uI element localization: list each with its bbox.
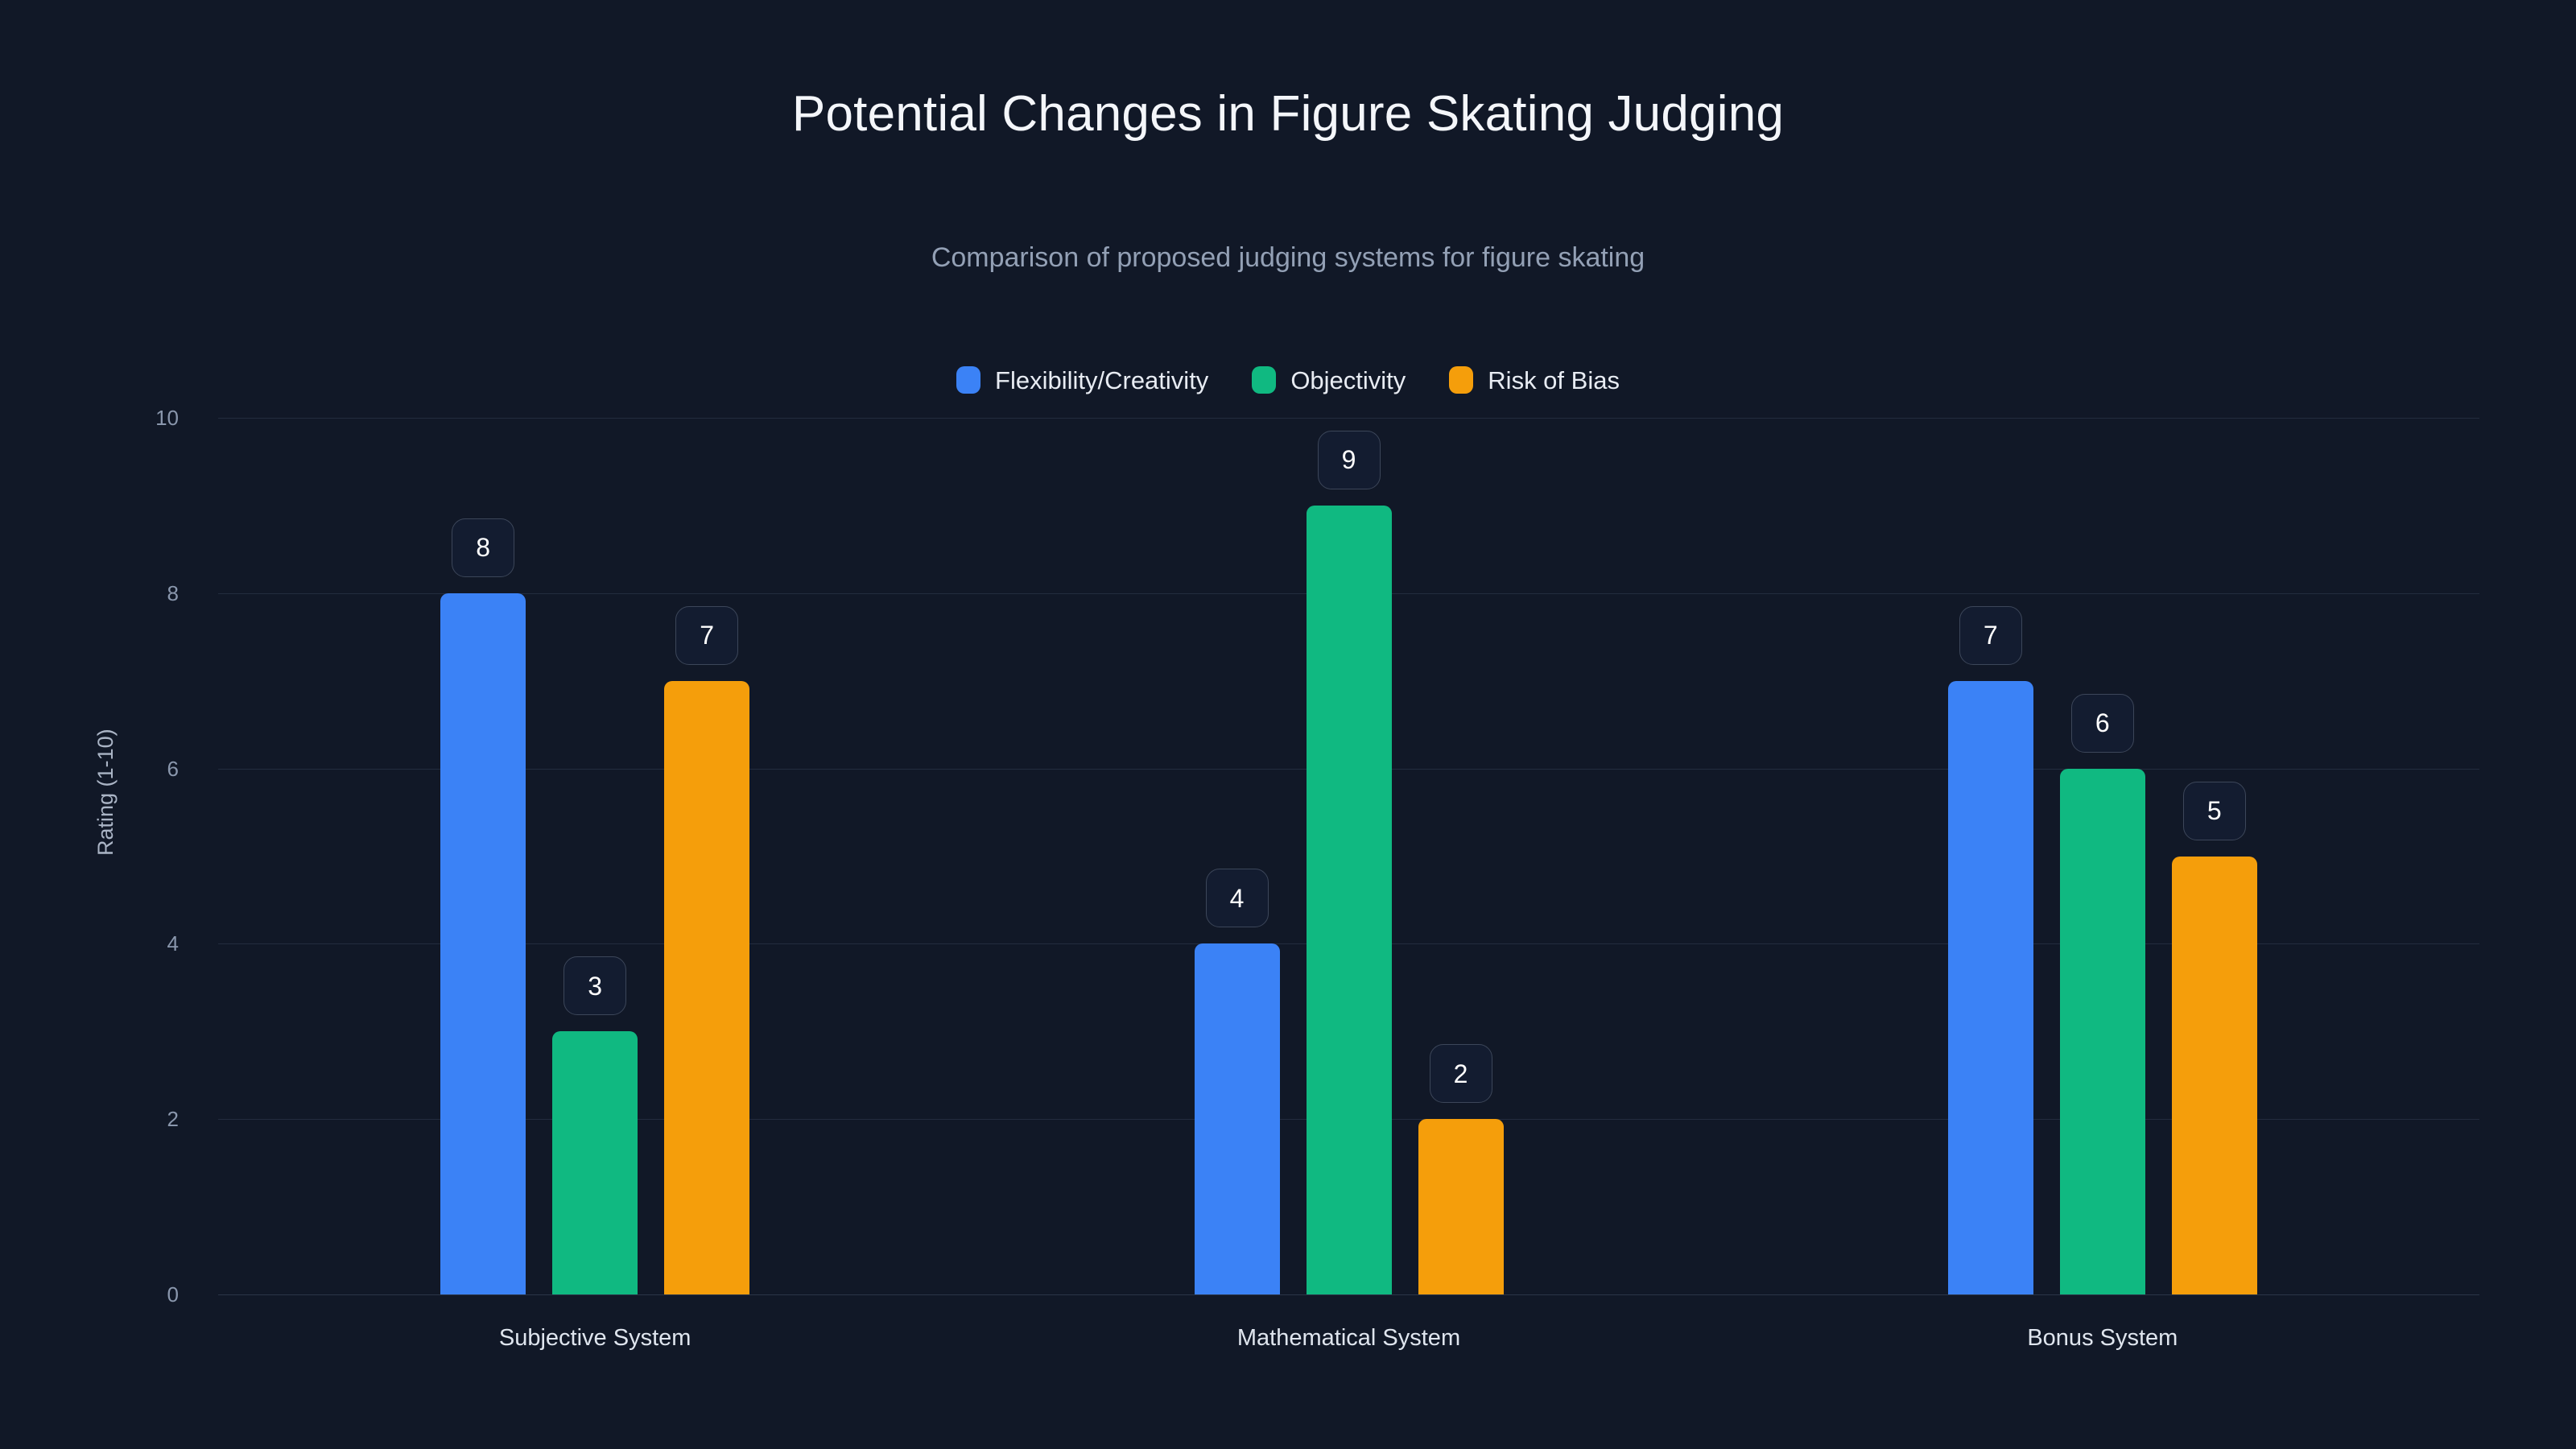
bar[interactable] xyxy=(2059,768,2145,1294)
y-axis-tick-label: 10 xyxy=(155,406,179,430)
y-axis-tick-label: 6 xyxy=(167,756,179,781)
chart-subtitle: Comparison of proposed judging systems f… xyxy=(931,242,1645,273)
y-axis-tick-label: 8 xyxy=(167,580,179,605)
legend-swatch-icon xyxy=(1252,366,1277,394)
x-axis-category-label: Subjective System xyxy=(498,1325,691,1351)
bar-value-badge: 2 xyxy=(1429,1044,1492,1104)
legend-item-label: Objectivity xyxy=(1290,365,1406,394)
bar-value-badge: 9 xyxy=(1317,430,1381,489)
x-axis-baseline xyxy=(218,1294,2479,1295)
bar[interactable] xyxy=(440,592,526,1294)
bar[interactable] xyxy=(1418,1119,1504,1294)
legend-item-label: Flexibility/Creativity xyxy=(995,365,1209,394)
bar-value-badge: 4 xyxy=(1205,869,1269,928)
bar-value-badge: 7 xyxy=(1959,605,2022,665)
y-axis-tick-labels: 0 2 4 6 8 10 xyxy=(0,407,201,1305)
x-axis-category-label: Bonus System xyxy=(2027,1325,2178,1351)
chart-legend: Flexibility/Creativity Objectivity Risk of… xyxy=(0,366,2576,394)
gridline xyxy=(218,418,2479,419)
bar-value-badge: 5 xyxy=(2182,781,2246,840)
bar[interactable] xyxy=(552,1031,638,1294)
legend-item[interactable]: Risk of Bias xyxy=(1449,366,1620,394)
x-axis-category-labels: Subjective System Mathematical System Bonu… xyxy=(218,1327,2479,1375)
bar[interactable] xyxy=(664,680,750,1294)
bar[interactable] xyxy=(1306,505,1392,1294)
bar-value-badge: 8 xyxy=(452,518,515,577)
legend-swatch-icon xyxy=(1449,366,1474,394)
y-axis-tick-label: 2 xyxy=(167,1107,179,1132)
bar-value-badge: 6 xyxy=(2070,693,2134,753)
bar-value-badge: 3 xyxy=(564,956,627,1016)
x-axis-category-label: Mathematical System xyxy=(1236,1325,1461,1351)
bar-value-badge: 7 xyxy=(675,605,739,665)
chart-title: Potential Changes in Figure Skating Judg… xyxy=(791,86,1785,142)
bar[interactable] xyxy=(1947,680,2033,1294)
legend-item[interactable]: Flexibility/Creativity xyxy=(956,366,1208,394)
y-axis-title: Rating (1-10) xyxy=(93,729,118,856)
legend-item-label: Risk of Bias xyxy=(1488,365,1620,394)
y-axis-tick-label: 4 xyxy=(167,931,179,956)
legend-swatch-icon xyxy=(956,366,981,394)
bar[interactable] xyxy=(2171,856,2257,1294)
y-axis-tick-label: 0 xyxy=(167,1282,179,1307)
bar[interactable] xyxy=(1194,943,1280,1294)
legend-item[interactable]: Objectivity xyxy=(1252,366,1406,394)
